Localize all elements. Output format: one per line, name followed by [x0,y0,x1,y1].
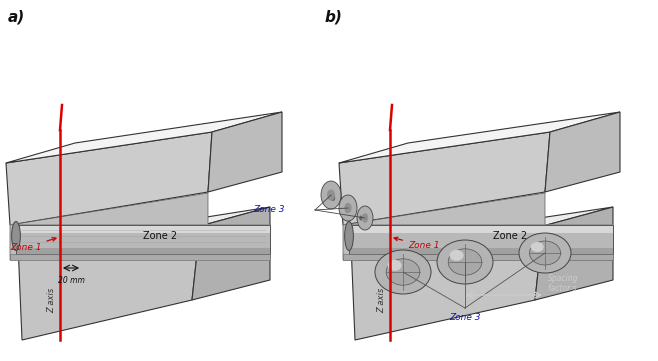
Polygon shape [339,112,620,163]
Polygon shape [16,225,270,233]
Polygon shape [6,132,212,225]
Polygon shape [349,196,613,237]
Text: 20 mm: 20 mm [57,276,84,285]
Polygon shape [192,207,270,300]
Ellipse shape [343,204,351,216]
Ellipse shape [359,216,363,221]
Polygon shape [349,233,613,248]
Text: a): a) [8,10,25,25]
Ellipse shape [331,195,335,201]
Polygon shape [535,207,613,300]
Ellipse shape [344,203,351,213]
Text: Z axis: Z axis [378,287,386,313]
Ellipse shape [530,241,561,265]
Ellipse shape [328,192,338,204]
Polygon shape [545,112,620,192]
Text: Zone 2: Zone 2 [143,231,177,241]
Polygon shape [16,248,270,254]
Text: Zone 1: Zone 1 [10,238,56,252]
Polygon shape [208,112,282,192]
Ellipse shape [531,242,544,252]
Text: Z axis: Z axis [47,287,57,313]
Text: Spacing
factor s: Spacing factor s [548,274,578,293]
Polygon shape [343,193,545,260]
Ellipse shape [357,206,373,230]
Polygon shape [339,132,550,225]
Ellipse shape [345,222,353,251]
Polygon shape [349,225,613,233]
Ellipse shape [357,213,365,223]
Ellipse shape [519,233,571,273]
Text: Zone 2: Zone 2 [493,231,527,241]
Ellipse shape [448,249,482,275]
Ellipse shape [386,259,420,285]
Text: Zone 3: Zone 3 [449,313,481,322]
Polygon shape [10,254,270,260]
Polygon shape [16,196,200,340]
Ellipse shape [327,190,335,201]
Text: Zone 1: Zone 1 [394,237,440,250]
Polygon shape [349,248,613,254]
Polygon shape [10,193,208,260]
Text: Zone 3: Zone 3 [253,205,285,214]
Polygon shape [6,112,282,163]
Text: b): b) [325,10,343,25]
Ellipse shape [321,181,341,209]
Polygon shape [349,196,543,340]
Ellipse shape [12,222,20,251]
Ellipse shape [437,240,493,284]
Polygon shape [343,254,613,260]
Ellipse shape [339,195,357,221]
Ellipse shape [362,213,368,223]
Ellipse shape [388,260,401,271]
Polygon shape [16,233,270,248]
Ellipse shape [345,207,349,213]
Polygon shape [16,196,270,237]
Ellipse shape [449,250,464,261]
Ellipse shape [375,250,431,294]
